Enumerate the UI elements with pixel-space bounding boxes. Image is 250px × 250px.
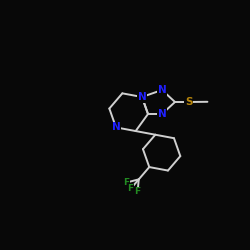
Text: N: N — [158, 85, 166, 95]
Text: N: N — [112, 122, 120, 132]
Text: F: F — [124, 178, 130, 187]
Text: F: F — [134, 187, 141, 196]
Text: F: F — [128, 184, 134, 193]
Text: N: N — [158, 109, 166, 119]
Text: N: N — [138, 92, 146, 102]
Text: S: S — [185, 97, 192, 107]
